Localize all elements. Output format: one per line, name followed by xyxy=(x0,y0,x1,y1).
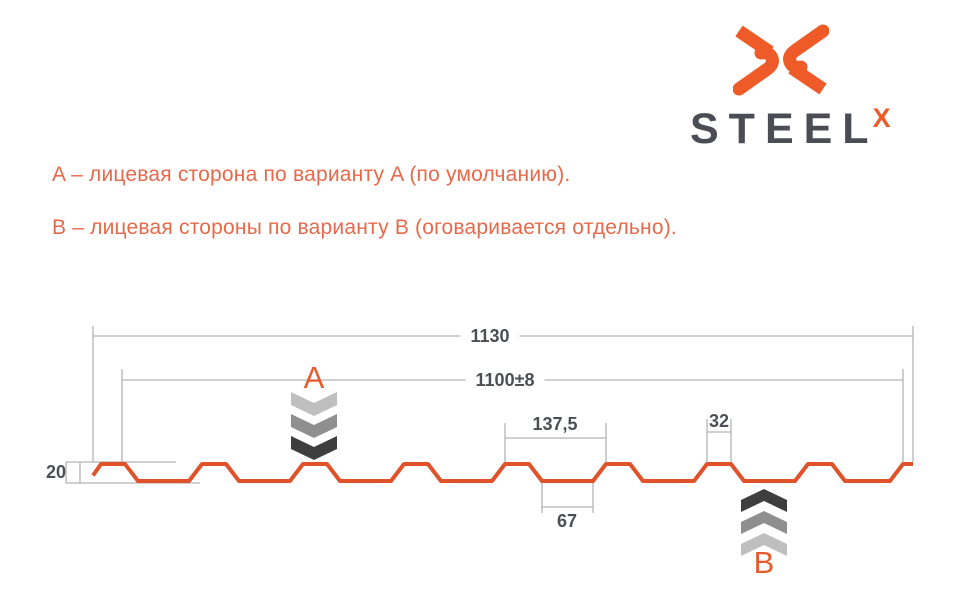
x-arm-bottom-left-hook xyxy=(733,46,779,96)
sheet-profile-line xyxy=(91,462,913,483)
side-a-label: A xyxy=(303,360,325,395)
side-a-chevrons xyxy=(291,392,337,460)
note-line-b: B – лицевая стороны по варианту B (огова… xyxy=(52,216,677,239)
side-b-chevrons xyxy=(741,489,787,556)
steelx-x-icon xyxy=(733,24,829,96)
x-icon-strokes xyxy=(733,24,829,96)
chevron-down-icon xyxy=(291,392,337,416)
chevron-up-icon xyxy=(741,489,787,512)
side-b-label: B xyxy=(753,545,775,580)
dim-rib-bottom-width-label: 67 xyxy=(556,511,578,531)
chevron-down-icon xyxy=(291,414,337,438)
chevron-up-icon xyxy=(741,511,787,534)
logo-wordmark: STEELX xyxy=(690,105,891,153)
chevron-down-icon xyxy=(291,436,337,460)
dim-working-width-label: 1100±8 xyxy=(465,371,545,389)
dim-overall-width-label: 1130 xyxy=(460,327,520,345)
x-arm-top-right-hook xyxy=(783,24,829,74)
dim-rib-top-width-label: 32 xyxy=(708,411,730,431)
dimension-lines xyxy=(65,326,914,513)
logo: STEELX xyxy=(0,0,970,160)
logo-sup-x: X xyxy=(872,103,891,133)
note-line-a: A – лицевая сторона по варианту A (по ум… xyxy=(52,163,571,186)
logo-brand-text: STEEL xyxy=(690,105,879,153)
chevron-up-icon xyxy=(741,533,787,556)
dim-profile-height-label: 20 xyxy=(45,462,67,482)
dim-rib-pitch-label: 137,5 xyxy=(532,414,578,434)
